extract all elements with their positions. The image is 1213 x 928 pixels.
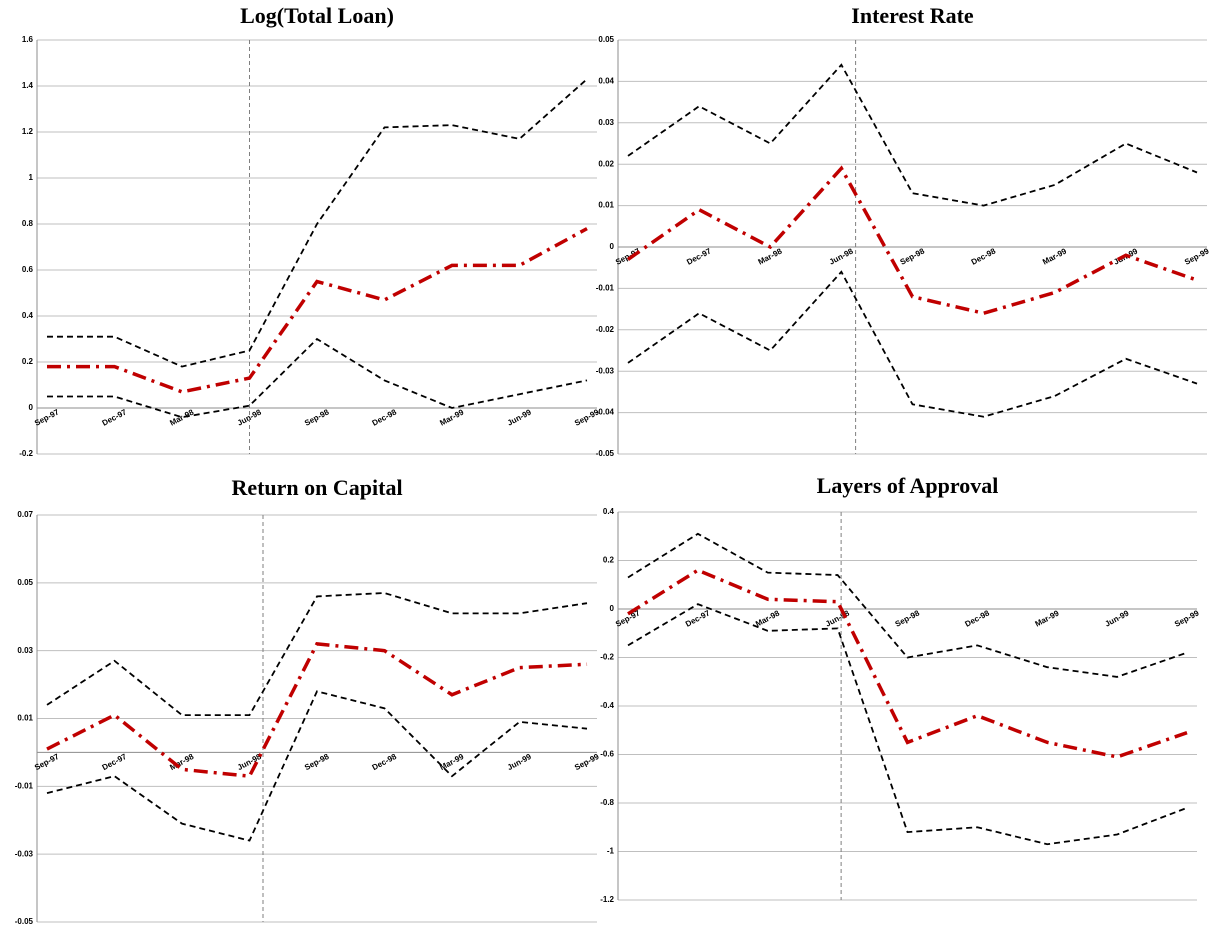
x-tick-label: Sep-98 [899, 246, 927, 267]
y-tick-label: -0.6 [600, 750, 614, 759]
chart-panel: Log(Total Loan) -0.2 0 0.2 0.4 0.6 0.8 1 1.2 1.4 1… [19, 3, 601, 458]
y-tick-label: 0.6 [22, 265, 34, 274]
x-tick-label: Sep-98 [303, 752, 331, 773]
x-tick-label: Sep-99 [573, 752, 601, 773]
series-line [627, 568, 1188, 759]
series-line [47, 78, 588, 368]
y-tick-label: -1.2 [600, 895, 614, 904]
series-line [627, 270, 1198, 418]
x-tick-label: Jun-98 [828, 246, 855, 266]
y-tick-label: 0 [610, 242, 615, 251]
y-tick-label: 0.01 [598, 201, 614, 210]
series-line [627, 603, 1188, 846]
x-tick-label: Jun-99 [506, 407, 533, 427]
series-line [627, 532, 1188, 678]
y-tick-label: 0.8 [22, 219, 34, 228]
y-tick-label: -0.2 [600, 653, 614, 662]
x-tick-label: Mar-99 [1041, 246, 1068, 266]
y-tick-label: -0.05 [596, 449, 615, 458]
y-tick-label: -0.2 [19, 449, 33, 458]
y-tick-label: -0.05 [15, 917, 34, 926]
x-tick-label: Jun-99 [506, 752, 533, 772]
series-line [46, 642, 588, 779]
y-tick-label: 0.03 [598, 118, 614, 127]
y-tick-label: 0.07 [17, 510, 33, 519]
series-line [47, 227, 588, 394]
x-tick-label: Sep-99 [1183, 246, 1211, 267]
y-tick-label: 1.2 [22, 127, 34, 136]
x-tick-label: Sep-99 [1173, 608, 1201, 629]
series-line [626, 165, 1198, 316]
x-tick-label: Dec-97 [101, 752, 129, 773]
x-tick-label: Jun-98 [824, 608, 851, 628]
y-tick-label: 0.4 [603, 507, 615, 516]
x-tick-label: Sep-98 [303, 407, 331, 428]
x-tick-label: Dec-97 [101, 407, 129, 428]
y-tick-label: 0.01 [17, 714, 33, 723]
chart-panel: Layers of Approval -1.2 -1 -0.8 -0.6 -0.4 -0.2… [600, 473, 1201, 904]
x-tick-label: Mar-98 [754, 608, 781, 628]
y-tick-label: 0.2 [603, 556, 615, 565]
x-tick-label: Dec-98 [963, 608, 991, 629]
series-line [627, 63, 1198, 207]
y-tick-label: 0.2 [22, 357, 34, 366]
y-tick-label: 1 [29, 173, 34, 182]
x-tick-label: Mar-99 [1034, 608, 1061, 628]
y-tick-label: 0.05 [17, 578, 33, 587]
x-tick-label: Dec-98 [371, 752, 399, 773]
chart-panel: Return on Capital -0.05 -0.03 -0.01 0.01 0.03… [15, 475, 601, 926]
y-tick-label: -0.03 [15, 849, 34, 858]
y-tick-label: 0.02 [598, 159, 614, 168]
series-line [47, 337, 588, 419]
x-tick-label: Mar-99 [438, 407, 465, 427]
chart-title: Layers of Approval [817, 473, 999, 498]
y-tick-label: 0 [29, 403, 34, 412]
x-tick-label: Mar-98 [757, 246, 784, 266]
y-tick-label: 0.05 [598, 35, 614, 44]
y-tick-label: -0.03 [596, 366, 615, 375]
chart-panel: Interest Rate -0.05 -0.04 -0.03 -0.02 -0.01 0 0… [596, 3, 1211, 458]
x-tick-label: Dec-98 [970, 246, 998, 267]
chart-title: Log(Total Loan) [240, 3, 394, 28]
y-tick-label: -0.4 [600, 701, 614, 710]
chart-title: Interest Rate [851, 3, 974, 28]
y-tick-label: -1 [607, 847, 615, 856]
y-tick-label: 1.4 [22, 81, 34, 90]
y-tick-label: -0.01 [15, 781, 34, 790]
x-tick-label: Sep-98 [894, 608, 922, 629]
x-tick-label: Dec-97 [685, 246, 713, 267]
y-tick-label: 1.6 [22, 35, 34, 44]
x-tick-label: Jun-98 [236, 407, 263, 427]
x-tick-label: Dec-97 [684, 608, 712, 629]
y-tick-label: 0.4 [22, 311, 34, 320]
y-tick-label: -0.02 [596, 325, 615, 334]
y-tick-label: -0.04 [596, 408, 615, 417]
y-tick-label: -0.01 [596, 284, 615, 293]
y-tick-label: 0 [610, 604, 615, 613]
y-tick-label: -0.8 [600, 798, 614, 807]
x-tick-label: Jun-99 [1103, 608, 1130, 628]
chart-title: Return on Capital [231, 475, 402, 500]
y-tick-label: 0.04 [598, 77, 614, 86]
series-line [46, 690, 588, 842]
x-tick-label: Dec-98 [371, 407, 399, 428]
y-tick-label: 0.03 [17, 646, 33, 655]
x-tick-label: Mar-98 [168, 407, 195, 427]
series-line [46, 592, 588, 717]
